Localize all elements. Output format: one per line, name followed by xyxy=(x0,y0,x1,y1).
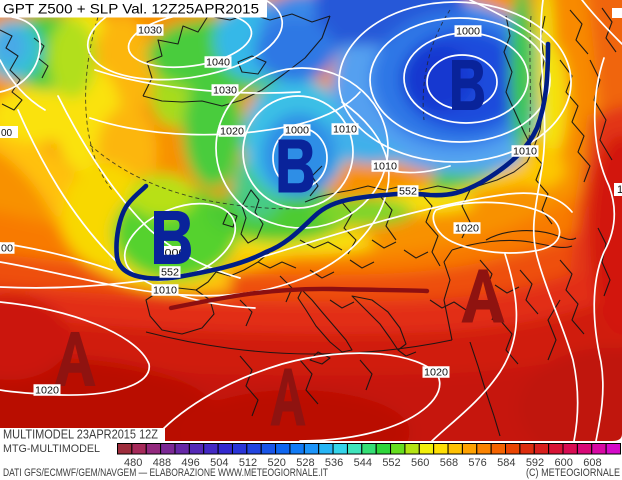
svg-text:DATI GFS/ECMWF/GEM/NAVGEM — EL: DATI GFS/ECMWF/GEM/NAVGEM — ELABORAZIONE… xyxy=(3,467,328,479)
svg-text:496: 496 xyxy=(181,457,199,469)
svg-text:608: 608 xyxy=(583,457,601,469)
svg-text:1030: 1030 xyxy=(213,86,237,97)
svg-text:1020: 1020 xyxy=(35,386,59,397)
svg-text:576: 576 xyxy=(468,457,486,469)
svg-text:GPT Z500 + SLP Val. 12Z25APR20: GPT Z500 + SLP Val. 12Z25APR2015 xyxy=(3,1,259,17)
svg-text:552: 552 xyxy=(399,187,417,198)
svg-text:480: 480 xyxy=(124,457,142,469)
svg-text:1010: 1010 xyxy=(373,162,397,173)
svg-text:552: 552 xyxy=(161,268,179,279)
svg-text:1020: 1020 xyxy=(424,368,448,379)
svg-text:00: 00 xyxy=(1,128,13,139)
svg-text:1020: 1020 xyxy=(455,224,479,235)
svg-text:512: 512 xyxy=(239,457,257,469)
svg-text:504: 504 xyxy=(210,457,228,469)
svg-text:552: 552 xyxy=(382,457,400,469)
svg-text:544: 544 xyxy=(354,457,372,469)
svg-text:560: 560 xyxy=(411,457,429,469)
svg-text:584: 584 xyxy=(497,457,515,469)
svg-text:600: 600 xyxy=(555,457,573,469)
svg-text:1040: 1040 xyxy=(206,58,230,69)
svg-text:MTG-MULTIMODEL: MTG-MULTIMODEL xyxy=(3,443,100,455)
svg-text:000: 000 xyxy=(165,248,187,259)
svg-text:1010: 1010 xyxy=(513,147,537,158)
svg-text:1010: 1010 xyxy=(153,286,177,297)
svg-text:568: 568 xyxy=(440,457,458,469)
svg-text:520: 520 xyxy=(268,457,286,469)
svg-text:MULTIMODEL 23APR2015 12Z: MULTIMODEL 23APR2015 12Z xyxy=(3,428,158,442)
svg-text:536: 536 xyxy=(325,457,343,469)
svg-text:1020: 1020 xyxy=(220,127,244,138)
svg-text:1000: 1000 xyxy=(456,27,480,38)
svg-text:1030: 1030 xyxy=(138,26,162,37)
svg-text:00: 00 xyxy=(1,244,13,255)
svg-text:592: 592 xyxy=(526,457,544,469)
svg-text:488: 488 xyxy=(153,457,171,469)
svg-text:1010: 1010 xyxy=(333,125,357,136)
svg-text:(C) METEOGIORNALE: (C) METEOGIORNALE xyxy=(526,467,620,479)
svg-text:1: 1 xyxy=(617,184,622,196)
svg-text:1000: 1000 xyxy=(285,126,309,137)
svg-text:528: 528 xyxy=(296,457,314,469)
